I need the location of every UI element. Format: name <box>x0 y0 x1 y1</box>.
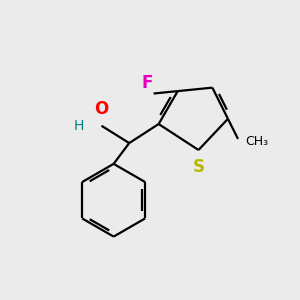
Text: S: S <box>193 158 205 175</box>
Text: F: F <box>142 74 153 92</box>
Text: CH₃: CH₃ <box>245 135 268 148</box>
Text: O: O <box>94 100 109 118</box>
Text: H: H <box>74 119 84 133</box>
